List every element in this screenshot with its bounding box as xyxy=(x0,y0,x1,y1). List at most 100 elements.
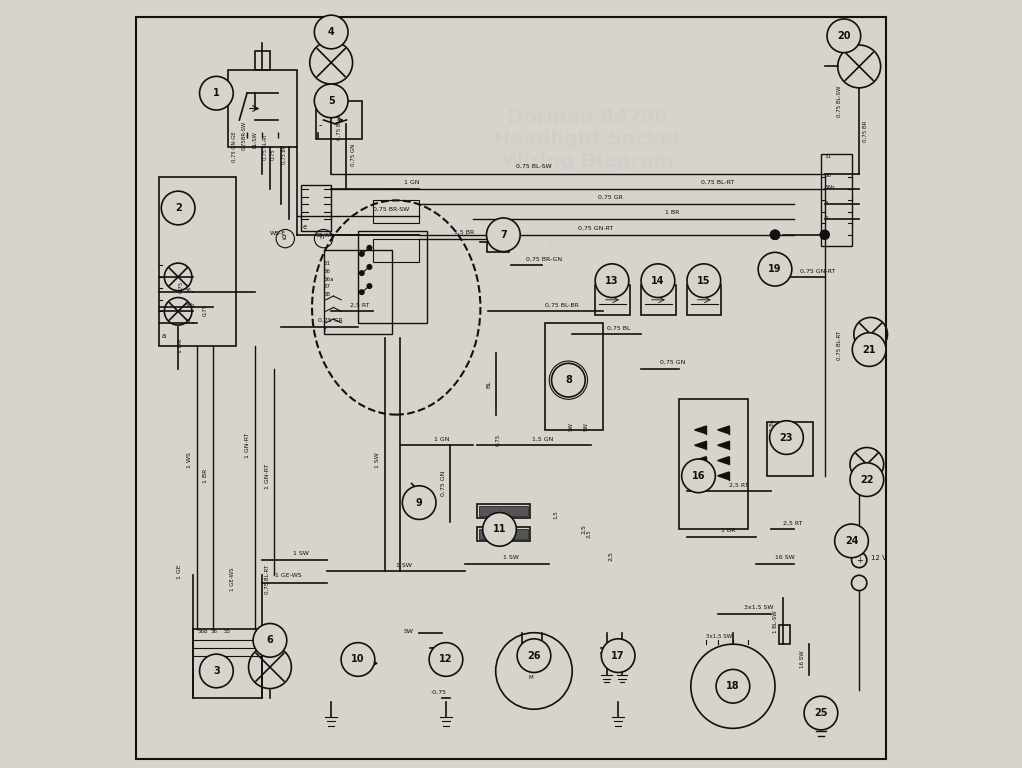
Text: e: e xyxy=(303,223,307,230)
Polygon shape xyxy=(717,442,729,449)
Text: b: b xyxy=(825,216,828,220)
Text: 0,75 GN-RT: 0,75 GN-RT xyxy=(577,226,613,230)
Text: 0,75 BL: 0,75 BL xyxy=(607,326,631,331)
Text: 0,75 BL-SW: 0,75 BL-SW xyxy=(336,108,341,140)
Circle shape xyxy=(315,84,349,118)
Circle shape xyxy=(820,230,829,240)
Bar xyxy=(193,629,263,698)
Text: 25: 25 xyxy=(815,708,828,718)
Bar xyxy=(254,51,270,70)
Text: 1 SW: 1 SW xyxy=(375,452,380,468)
Text: 0,75 BL-BR: 0,75 BL-BR xyxy=(546,303,579,308)
Text: 0,75 BL-RT: 0,75 BL-RT xyxy=(263,134,268,160)
Text: 23: 23 xyxy=(780,432,793,442)
Bar xyxy=(687,284,722,315)
Bar xyxy=(479,528,527,539)
Circle shape xyxy=(482,512,516,546)
Text: 1 BR: 1 BR xyxy=(202,468,207,483)
Text: 20: 20 xyxy=(837,31,850,41)
Text: 4: 4 xyxy=(328,27,334,37)
Polygon shape xyxy=(695,457,706,465)
Text: Dorman 84790
Headlight Socket
Wiring Diagram: Dorman 84790 Headlight Socket Wiring Dia… xyxy=(494,108,682,170)
Text: 2,5: 2,5 xyxy=(608,551,613,561)
Text: 16 SW: 16 SW xyxy=(800,650,805,668)
Text: 3x1,5 SW: 3x1,5 SW xyxy=(744,605,774,610)
Bar xyxy=(316,101,362,139)
Circle shape xyxy=(804,697,838,730)
Circle shape xyxy=(367,283,372,288)
Text: 1 SW: 1 SW xyxy=(504,555,519,560)
Polygon shape xyxy=(717,457,729,465)
Text: 2,5 RT: 2,5 RT xyxy=(729,482,748,488)
Polygon shape xyxy=(717,472,729,480)
Text: 6: 6 xyxy=(267,635,273,645)
Text: SW: SW xyxy=(584,422,589,431)
Text: 16 SW: 16 SW xyxy=(775,555,795,560)
Bar xyxy=(595,284,630,315)
Text: SW: SW xyxy=(568,422,573,431)
Bar xyxy=(779,625,790,644)
Circle shape xyxy=(852,333,886,366)
Text: 1 BR: 1 BR xyxy=(178,339,183,353)
Text: DF: DF xyxy=(737,691,744,697)
Text: 50: 50 xyxy=(538,659,545,664)
Circle shape xyxy=(770,421,803,455)
Text: 1 GN: 1 GN xyxy=(404,180,419,184)
Bar xyxy=(228,70,296,147)
Text: 0,75 BL-SW: 0,75 BL-SW xyxy=(516,164,552,169)
Text: g: g xyxy=(281,233,286,240)
Circle shape xyxy=(601,639,635,673)
Polygon shape xyxy=(717,426,729,434)
Text: 56b: 56b xyxy=(197,629,207,634)
Text: 1 GE-WS: 1 GE-WS xyxy=(275,573,301,578)
Text: 0,75 GR: 0,75 GR xyxy=(598,195,623,200)
Text: 14: 14 xyxy=(651,276,664,286)
Circle shape xyxy=(253,624,287,657)
Circle shape xyxy=(687,264,721,297)
Text: 56a: 56a xyxy=(324,276,334,282)
Text: SW: SW xyxy=(404,629,414,634)
Circle shape xyxy=(315,15,349,49)
Circle shape xyxy=(360,271,364,276)
Circle shape xyxy=(850,463,884,496)
Circle shape xyxy=(641,264,675,297)
Text: 10: 10 xyxy=(352,654,365,664)
Text: 56: 56 xyxy=(825,174,832,178)
Bar xyxy=(476,527,530,541)
Text: 0,75 BL-RT: 0,75 BL-RT xyxy=(701,180,734,184)
Circle shape xyxy=(517,639,551,673)
Text: WS-E: WS-E xyxy=(270,230,286,236)
Text: 0,75 BR-GN: 0,75 BR-GN xyxy=(526,257,562,262)
Text: 21: 21 xyxy=(863,345,876,355)
Polygon shape xyxy=(695,426,706,434)
Text: 1 BL-SW: 1 BL-SW xyxy=(774,610,779,633)
Text: 55: 55 xyxy=(224,629,231,634)
Circle shape xyxy=(199,76,233,110)
Text: 56b: 56b xyxy=(825,185,835,190)
Text: 12 V: 12 V xyxy=(871,555,886,561)
Text: 1 GN-RT: 1 GN-RT xyxy=(265,463,270,488)
Circle shape xyxy=(161,191,195,225)
Text: 0,75 BL-RT: 0,75 BL-RT xyxy=(265,564,270,594)
Text: 1 SW: 1 SW xyxy=(293,551,309,556)
Bar xyxy=(159,177,235,346)
Text: 0,75 GN: 0,75 GN xyxy=(660,360,686,365)
Circle shape xyxy=(367,246,372,250)
Circle shape xyxy=(552,363,586,397)
Text: 1 GN: 1 GN xyxy=(434,437,450,442)
Text: 1,5 BR: 1,5 BR xyxy=(454,230,474,235)
Text: 56: 56 xyxy=(324,269,330,274)
Text: -0,75: -0,75 xyxy=(430,690,447,695)
Bar xyxy=(821,154,851,247)
Text: 2,5: 2,5 xyxy=(582,525,587,535)
Text: 51: 51 xyxy=(324,261,330,266)
Text: 2,5: 2,5 xyxy=(586,529,591,538)
Text: 1,5: 1,5 xyxy=(553,510,558,519)
Text: 13: 13 xyxy=(605,276,618,286)
Text: 15: 15 xyxy=(697,276,710,286)
Bar xyxy=(680,399,748,529)
Text: a: a xyxy=(161,333,166,339)
Text: 1 BR: 1 BR xyxy=(722,528,736,534)
Text: 0,75 BR-SW: 0,75 BR-SW xyxy=(373,207,410,212)
Circle shape xyxy=(827,19,861,53)
